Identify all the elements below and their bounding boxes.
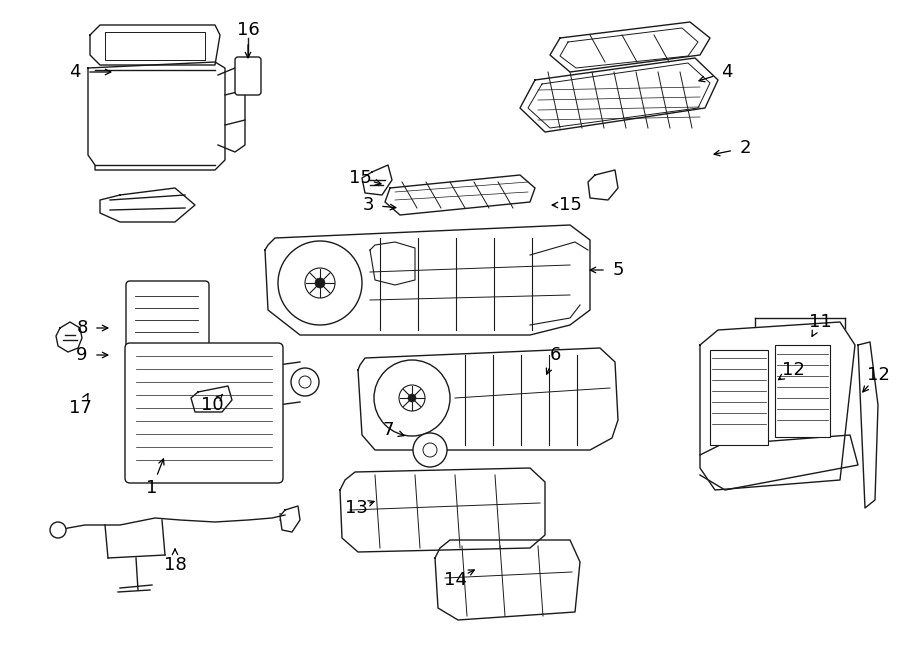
Polygon shape	[280, 506, 300, 532]
Text: 9: 9	[76, 346, 88, 364]
Text: 1: 1	[147, 479, 158, 497]
Text: 15: 15	[559, 196, 581, 214]
Text: 12: 12	[867, 366, 889, 384]
Polygon shape	[100, 188, 195, 222]
Text: 4: 4	[721, 63, 733, 81]
Circle shape	[50, 522, 66, 538]
Polygon shape	[700, 322, 855, 490]
Text: 6: 6	[549, 346, 561, 364]
Text: 12: 12	[781, 361, 805, 379]
Circle shape	[374, 360, 450, 436]
Text: 16: 16	[237, 21, 259, 39]
Bar	[710, 350, 768, 445]
Text: 15: 15	[348, 169, 372, 187]
Text: 7: 7	[382, 421, 394, 439]
Circle shape	[291, 368, 319, 396]
Polygon shape	[358, 348, 618, 450]
Text: 8: 8	[76, 319, 87, 337]
Polygon shape	[90, 25, 220, 65]
Polygon shape	[520, 58, 718, 132]
Polygon shape	[265, 225, 590, 335]
FancyBboxPatch shape	[125, 343, 283, 483]
Text: 13: 13	[345, 499, 367, 517]
Text: 17: 17	[68, 399, 92, 417]
Polygon shape	[435, 540, 580, 620]
Circle shape	[278, 241, 362, 325]
Text: 11: 11	[808, 313, 832, 331]
Bar	[775, 345, 830, 437]
Circle shape	[315, 278, 325, 288]
Polygon shape	[858, 342, 878, 508]
Polygon shape	[700, 435, 858, 490]
Polygon shape	[218, 68, 245, 152]
Polygon shape	[88, 62, 225, 170]
Circle shape	[413, 433, 447, 467]
Polygon shape	[340, 468, 545, 552]
Text: 5: 5	[612, 261, 624, 279]
Polygon shape	[56, 322, 82, 352]
Text: 4: 4	[69, 63, 81, 81]
Circle shape	[408, 394, 416, 402]
Text: 14: 14	[444, 571, 466, 589]
Polygon shape	[588, 170, 618, 200]
Text: 10: 10	[201, 396, 223, 414]
Polygon shape	[550, 22, 710, 72]
FancyBboxPatch shape	[126, 281, 209, 351]
Text: 18: 18	[164, 556, 186, 574]
Polygon shape	[362, 165, 392, 195]
Polygon shape	[191, 386, 232, 412]
FancyBboxPatch shape	[235, 57, 261, 95]
Polygon shape	[385, 175, 535, 215]
Text: 2: 2	[739, 139, 751, 157]
Text: 3: 3	[362, 196, 374, 214]
